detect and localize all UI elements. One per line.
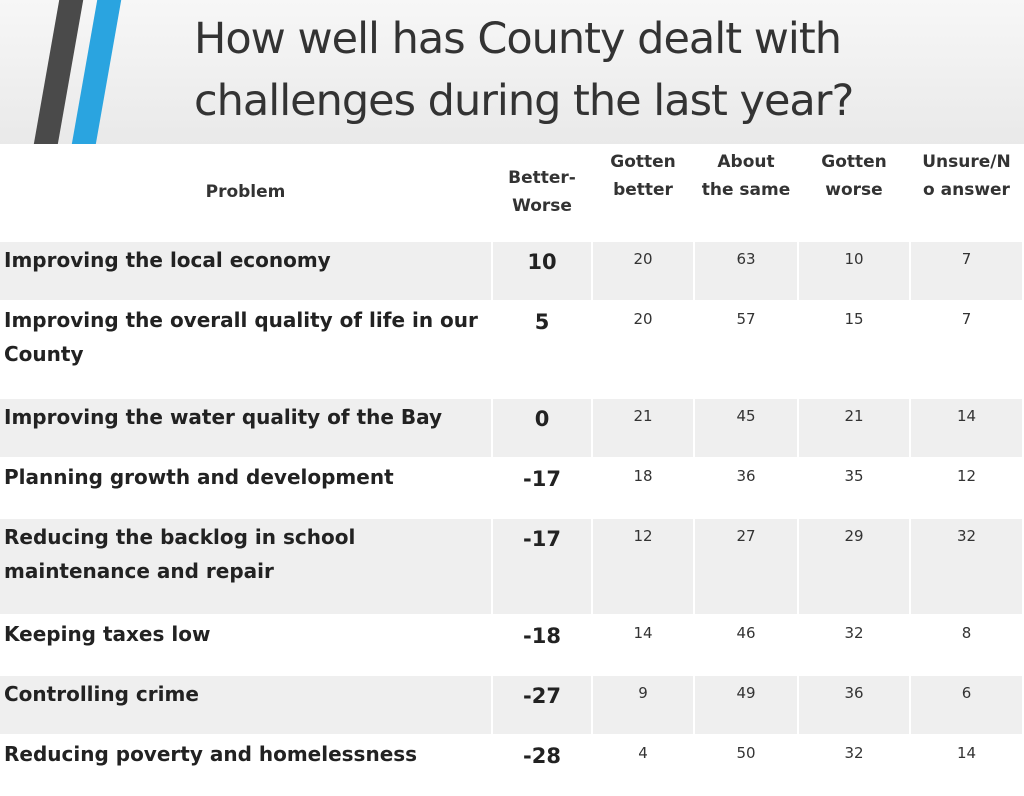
gotten-worse-cell: 21 [799, 399, 911, 459]
unsure-cell: 8 [911, 616, 1024, 676]
unsure-cell: 14 [911, 399, 1024, 459]
title-line-2: challenges during the last year? [194, 76, 854, 126]
gotten-better-cell: 4 [593, 736, 695, 796]
page-title: How well has County dealt with challenge… [194, 8, 994, 132]
gotten-better-cell: 9 [593, 676, 695, 736]
table-row: Improving the local economy 10 20 63 10 … [0, 242, 1024, 302]
net-cell: -17 [493, 459, 593, 519]
column-header-better-worse: Better- Worse [493, 144, 593, 242]
column-header-unsure: Unsure/N o answer [911, 144, 1024, 242]
gotten-worse-cell: 10 [799, 242, 911, 302]
unsure-cell: 32 [911, 519, 1024, 616]
gotten-worse-cell: 35 [799, 459, 911, 519]
gotten-better-cell: 20 [593, 242, 695, 302]
about-same-cell: 49 [695, 676, 799, 736]
unsure-cell: 14 [911, 736, 1024, 796]
results-table: Problem Better- Worse Gotten better Abou… [0, 144, 1024, 796]
net-cell: 10 [493, 242, 593, 302]
problem-cell: Controlling crime [0, 676, 493, 736]
column-header-problem: Problem [0, 144, 493, 242]
header: How well has County dealt with challenge… [0, 0, 1024, 145]
gotten-worse-cell: 36 [799, 676, 911, 736]
net-cell: -18 [493, 616, 593, 676]
about-same-cell: 45 [695, 399, 799, 459]
unsure-cell: 12 [911, 459, 1024, 519]
about-same-cell: 27 [695, 519, 799, 616]
about-same-cell: 46 [695, 616, 799, 676]
net-cell: -28 [493, 736, 593, 796]
gotten-worse-cell: 32 [799, 616, 911, 676]
net-cell: 5 [493, 302, 593, 399]
problem-cell: Reducing poverty and homelessness [0, 736, 493, 796]
table-row: Controlling crime -27 9 49 36 6 [0, 676, 1024, 736]
unsure-cell: 7 [911, 302, 1024, 399]
table-row: Reducing the backlog in school maintenan… [0, 519, 1024, 616]
net-cell: 0 [493, 399, 593, 459]
problem-cell: Keeping taxes low [0, 616, 493, 676]
title-line-1: How well has County dealt with [194, 14, 842, 64]
about-same-cell: 50 [695, 736, 799, 796]
problem-cell: Improving the local economy [0, 242, 493, 302]
header-row: Problem Better- Worse Gotten better Abou… [0, 144, 1024, 242]
about-same-cell: 57 [695, 302, 799, 399]
gotten-better-cell: 20 [593, 302, 695, 399]
about-same-cell: 63 [695, 242, 799, 302]
gotten-worse-cell: 15 [799, 302, 911, 399]
column-header-gotten-better: Gotten better [593, 144, 695, 242]
gotten-worse-cell: 29 [799, 519, 911, 616]
table-row: Reducing poverty and homelessness -28 4 … [0, 736, 1024, 796]
problem-cell: Planning growth and development [0, 459, 493, 519]
table-row: Keeping taxes low -18 14 46 32 8 [0, 616, 1024, 676]
net-cell: -27 [493, 676, 593, 736]
column-header-about-the-same: About the same [695, 144, 799, 242]
table-row: Planning growth and development -17 18 3… [0, 459, 1024, 519]
gotten-better-cell: 21 [593, 399, 695, 459]
problem-cell: Improving the water quality of the Bay [0, 399, 493, 459]
unsure-cell: 6 [911, 676, 1024, 736]
problem-cell: Improving the overall quality of life in… [0, 302, 493, 399]
net-cell: -17 [493, 519, 593, 616]
gotten-better-cell: 14 [593, 616, 695, 676]
gotten-better-cell: 18 [593, 459, 695, 519]
table-row: Improving the overall quality of life in… [0, 302, 1024, 399]
gotten-worse-cell: 32 [799, 736, 911, 796]
about-same-cell: 36 [695, 459, 799, 519]
column-header-gotten-worse: Gotten worse [799, 144, 911, 242]
gotten-better-cell: 12 [593, 519, 695, 616]
problem-cell: Reducing the backlog in school maintenan… [0, 519, 493, 616]
unsure-cell: 7 [911, 242, 1024, 302]
table-row: Improving the water quality of the Bay 0… [0, 399, 1024, 459]
